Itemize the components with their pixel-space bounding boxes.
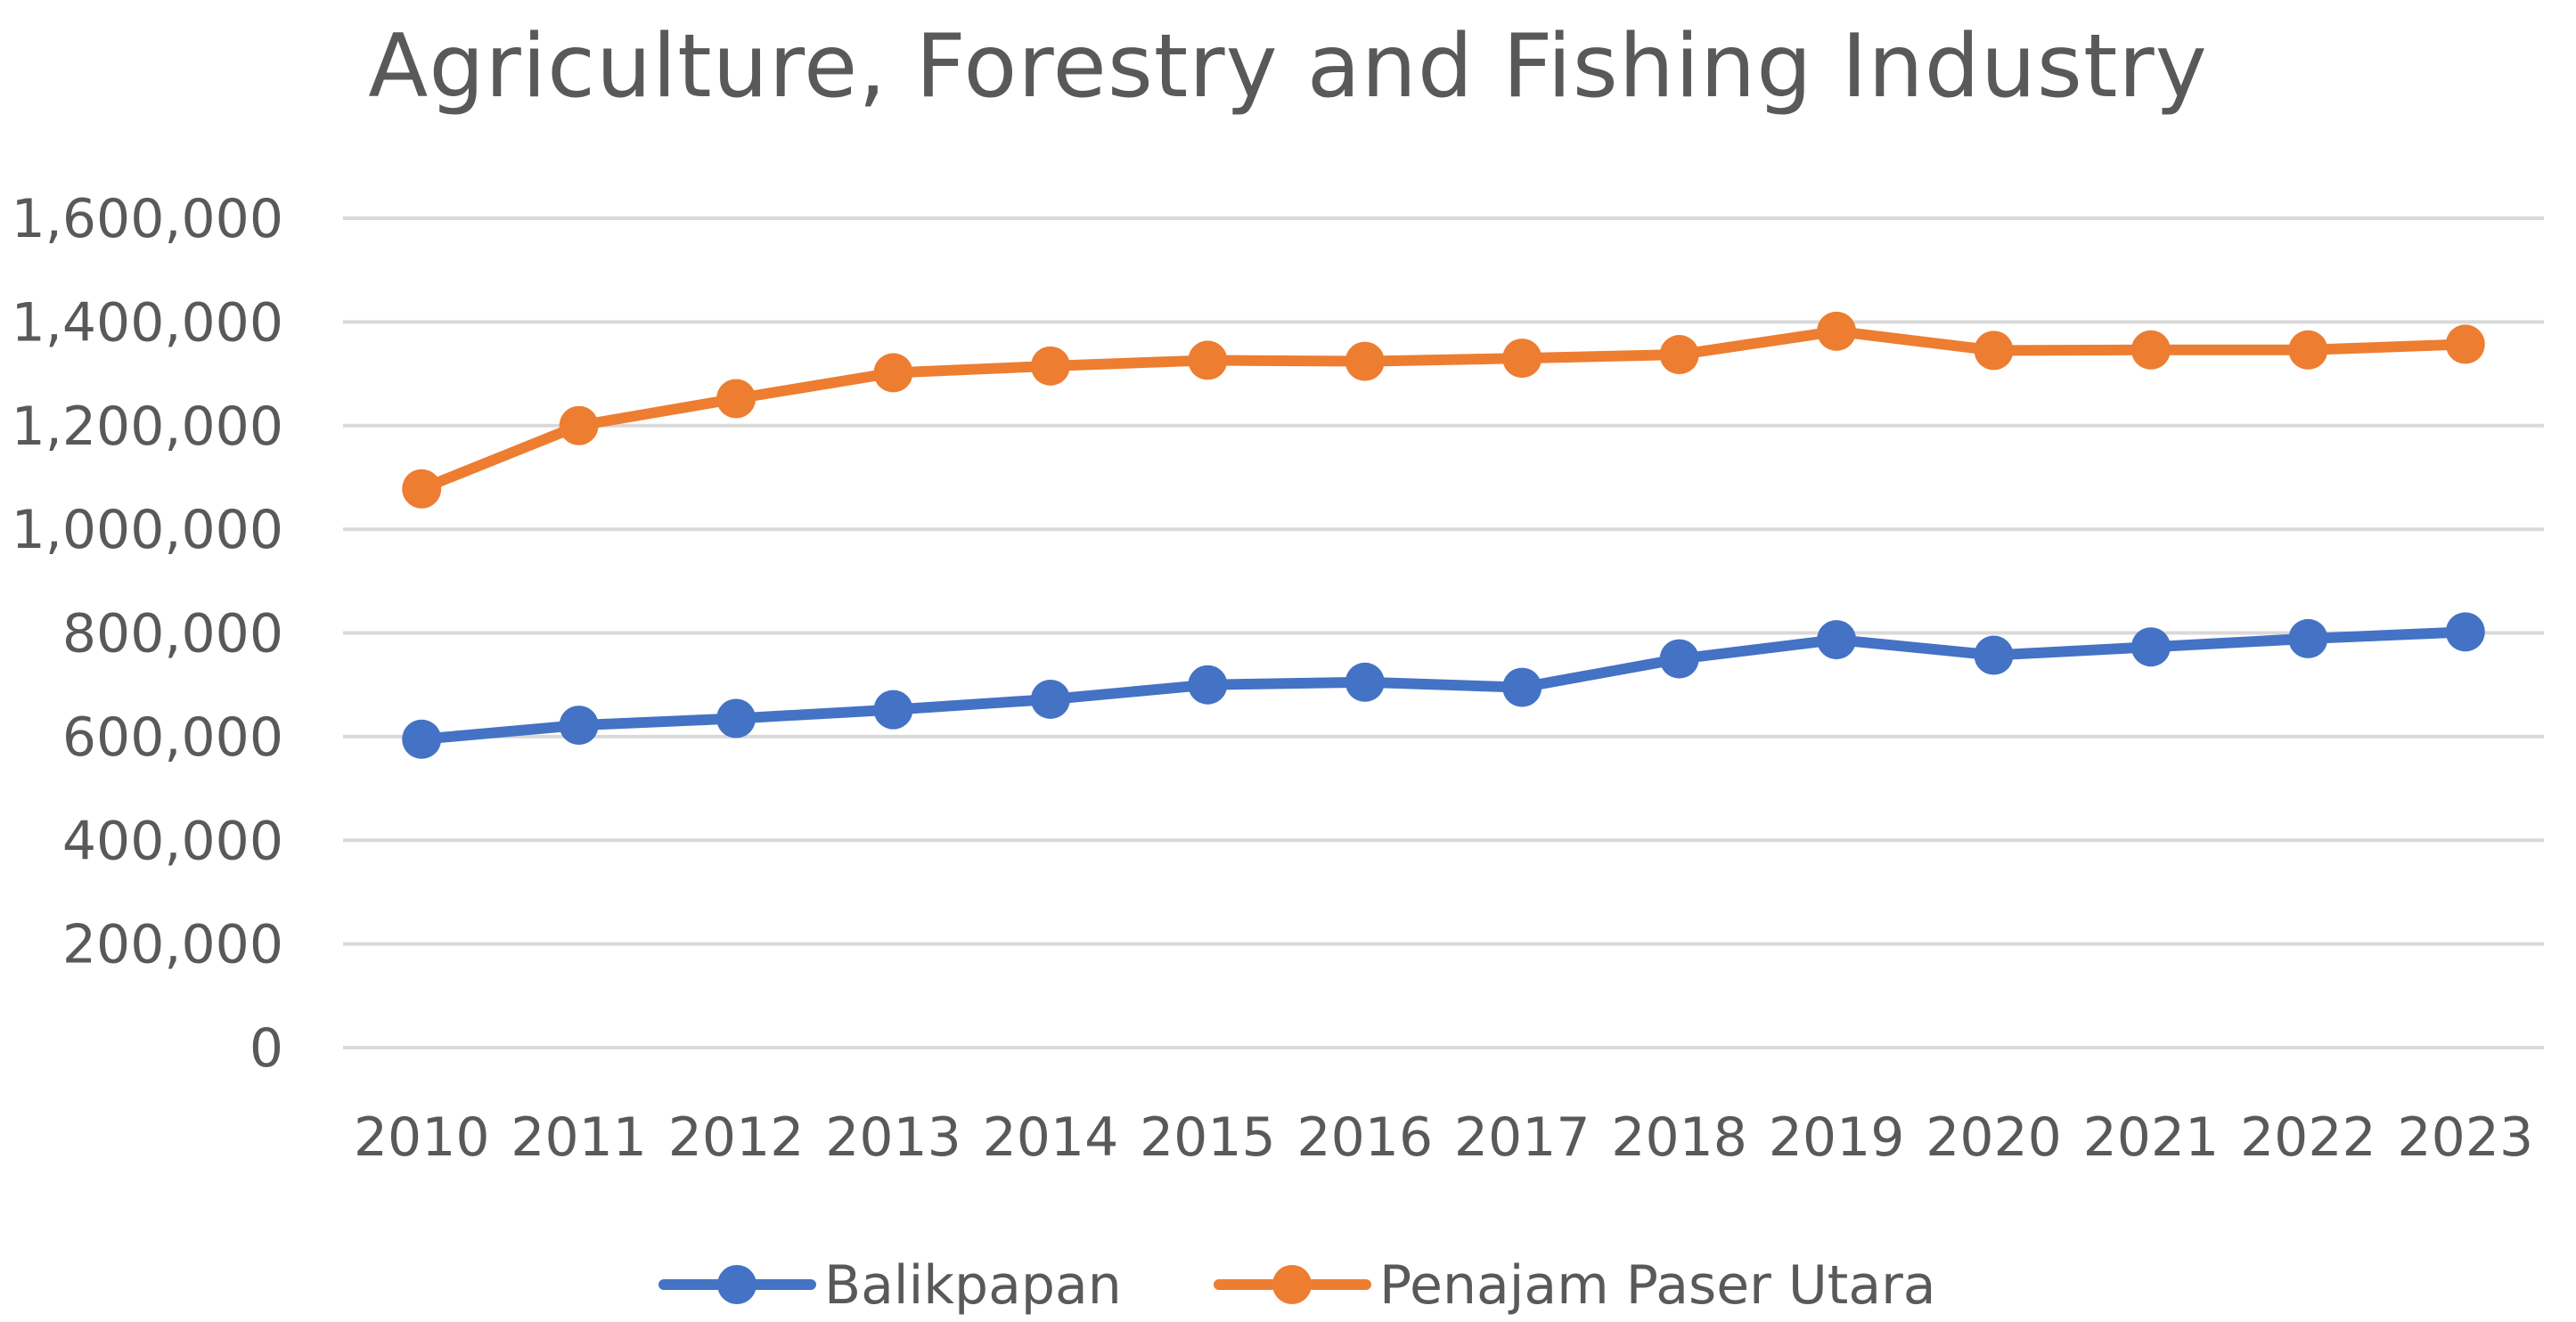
- y-tick-label: 400,000: [62, 810, 283, 872]
- x-tick-label: 2012: [668, 1106, 805, 1169]
- x-tick-label: 2020: [1926, 1106, 2062, 1169]
- data-point: [1188, 665, 1228, 705]
- y-tick-label: 600,000: [62, 706, 283, 769]
- data-point: [559, 706, 599, 746]
- legend-label: Penajam Paser Utara: [1379, 1254, 1936, 1317]
- chart-title: Agriculture, Forestry and Fishing Indust…: [368, 16, 2208, 118]
- data-point: [1345, 662, 1385, 702]
- data-point: [402, 719, 442, 759]
- y-tick-label: 1,400,000: [12, 291, 283, 354]
- data-point: [2445, 324, 2485, 364]
- x-tick-label: 2016: [1296, 1106, 1433, 1169]
- x-tick-label: 2019: [1769, 1106, 1905, 1169]
- data-point: [1817, 311, 1857, 351]
- y-tick-label: 1,000,000: [12, 499, 283, 561]
- x-tick-label: 2022: [2240, 1106, 2376, 1169]
- data-point: [2288, 618, 2328, 658]
- data-point: [873, 690, 913, 730]
- data-point: [716, 379, 756, 419]
- data-point: [1817, 620, 1857, 660]
- x-tick-label: 2018: [1611, 1106, 1747, 1169]
- x-axis-tick-labels: 2010 2011 2012 2013 2014 2015 2016 2017 2018 2019…: [354, 1106, 2533, 1169]
- data-point: [1188, 340, 1228, 380]
- series-line: [416, 626, 2471, 745]
- x-tick-label: 2017: [1454, 1106, 1591, 1169]
- data-point: [1502, 667, 1542, 707]
- data-point: [1030, 346, 1070, 386]
- data-point: [1345, 341, 1385, 381]
- x-tick-label: 2015: [1140, 1106, 1276, 1169]
- y-tick-label: 1,200,000: [12, 396, 283, 458]
- data-point: [1030, 679, 1070, 719]
- legend: Balikpapan Penajam Paser Utara: [658, 1254, 1936, 1317]
- data-point: [2445, 612, 2485, 652]
- data-point: [402, 469, 442, 509]
- legend-marker: [717, 1265, 756, 1304]
- data-point: [2288, 330, 2328, 370]
- gridlines: [343, 216, 2544, 1049]
- series-2: [402, 311, 2485, 509]
- series-lines: [402, 311, 2485, 759]
- data-point: [559, 405, 599, 445]
- x-tick-label: 2010: [354, 1106, 490, 1169]
- x-tick-label: 2014: [983, 1106, 1119, 1169]
- y-tick-label: 200,000: [62, 914, 283, 976]
- x-tick-label: 2011: [511, 1106, 647, 1169]
- series-1: [402, 612, 2485, 759]
- legend-item: Penajam Paser Utara: [1214, 1254, 1936, 1317]
- data-point: [2130, 627, 2171, 667]
- x-tick-label: 2021: [2083, 1106, 2220, 1169]
- data-point: [1974, 330, 2014, 371]
- y-tick-label: 0: [249, 1017, 283, 1080]
- y-tick-label: 800,000: [62, 603, 283, 665]
- data-point: [2130, 330, 2171, 370]
- data-point: [1974, 635, 2014, 675]
- y-axis-tick-labels: 0 200,000 400,000 600,000 800,000 1,000,000 1,…: [12, 188, 283, 1080]
- x-tick-label: 2013: [825, 1106, 961, 1169]
- legend-marker: [1272, 1265, 1312, 1304]
- legend-label: Balikpapan: [824, 1254, 1122, 1317]
- series-line: [416, 325, 2471, 494]
- data-point: [873, 353, 913, 393]
- y-tick-label: 1,600,000: [12, 188, 283, 250]
- data-point: [1502, 339, 1542, 379]
- data-point: [1659, 335, 1699, 375]
- x-tick-label: 2023: [2397, 1106, 2533, 1169]
- data-point: [716, 698, 756, 739]
- legend-item: Balikpapan: [658, 1254, 1122, 1317]
- data-point: [1659, 639, 1699, 679]
